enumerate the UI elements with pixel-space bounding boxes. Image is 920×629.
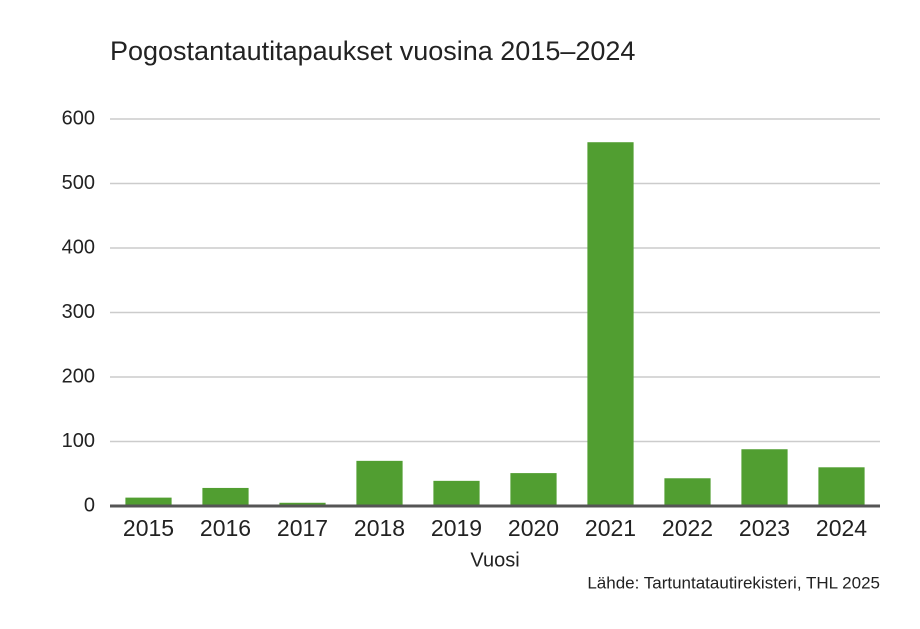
x-tick-label: 2019 <box>431 515 482 541</box>
y-tick-label: 100 <box>62 430 95 452</box>
y-tick-label: 200 <box>62 365 95 387</box>
x-tick-label: 2024 <box>816 515 867 541</box>
bar <box>664 478 711 506</box>
chart-title: Pogostantautitapaukset vuosina 2015–2024 <box>110 36 635 66</box>
x-tick-label: 2021 <box>585 515 636 541</box>
bar <box>587 142 634 506</box>
x-axis-label: Vuosi <box>470 549 519 571</box>
x-tick-label: 2023 <box>739 515 790 541</box>
source-note: Lähde: Tartuntatautirekisteri, THL 2025 <box>587 573 880 592</box>
x-tick-label: 2017 <box>277 515 328 541</box>
bar <box>356 460 403 506</box>
y-tick-label: 500 <box>62 172 95 194</box>
y-tick-label: 0 <box>84 494 95 516</box>
y-tick-label: 600 <box>62 107 95 129</box>
x-tick-label: 2020 <box>508 515 559 541</box>
bar <box>279 502 326 506</box>
x-tick-label: 2022 <box>662 515 713 541</box>
y-tick-label: 300 <box>62 301 95 323</box>
bar <box>741 449 788 506</box>
bar <box>125 497 172 506</box>
bar <box>433 480 480 506</box>
x-tick-label: 2018 <box>354 515 405 541</box>
x-tick-label: 2015 <box>123 515 174 541</box>
bar <box>202 487 249 506</box>
bar <box>818 467 865 506</box>
x-tick-label: 2016 <box>200 515 251 541</box>
y-tick-label: 400 <box>62 236 95 258</box>
bar <box>510 473 557 506</box>
